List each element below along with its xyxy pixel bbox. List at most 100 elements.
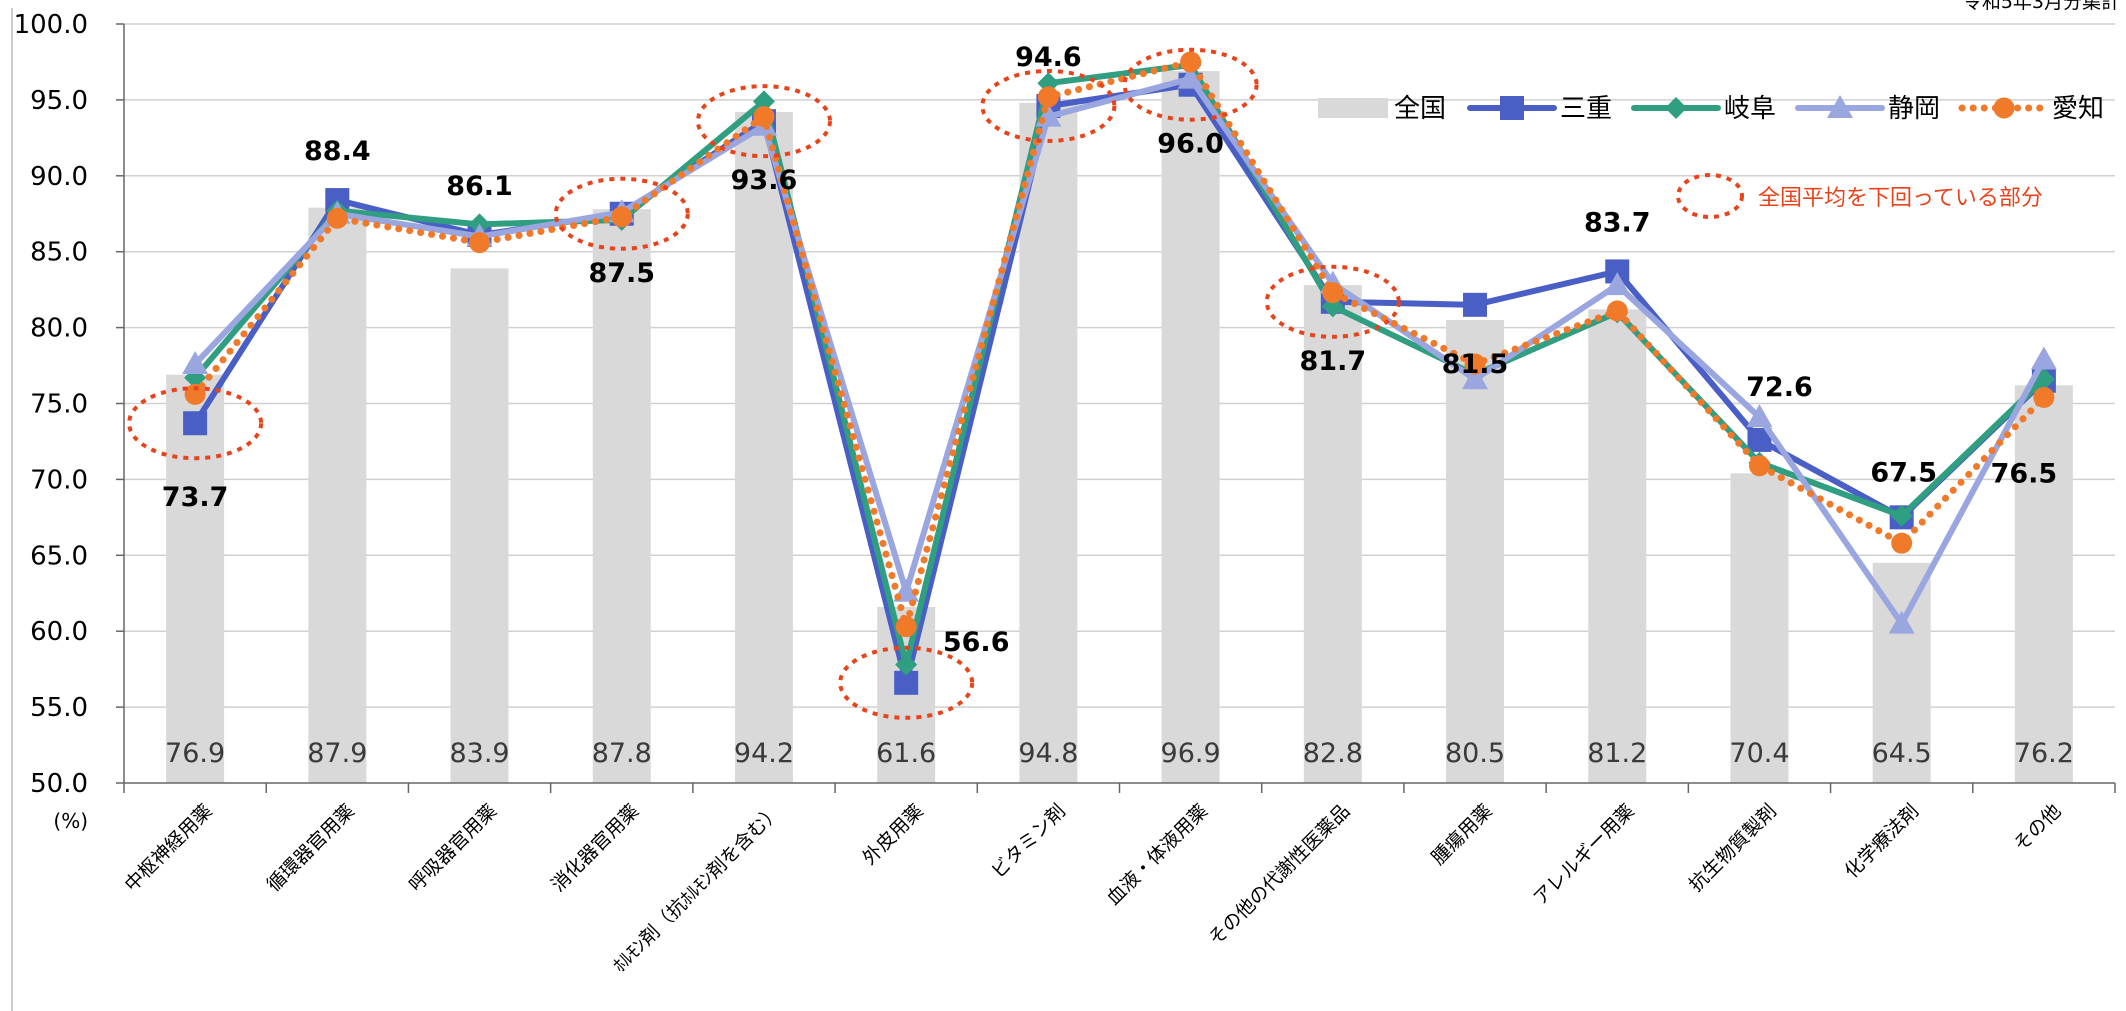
legend-label: 全国 bbox=[1394, 94, 1446, 124]
gridlines bbox=[124, 23, 2115, 708]
bar-national bbox=[592, 209, 651, 784]
bar-value-label: 96.9 bbox=[1161, 738, 1221, 769]
highlight-circles bbox=[127, 47, 1401, 720]
bar-value-label: 61.6 bbox=[876, 738, 936, 769]
point-shizuoka bbox=[1462, 366, 1489, 390]
legend-note-label: 全国平均を下回っている部分 bbox=[1758, 186, 2043, 211]
point-shizuoka bbox=[2030, 346, 2057, 370]
mie-value-label: 83.7 bbox=[1584, 207, 1651, 238]
point-aichi bbox=[1993, 97, 2015, 119]
mie-value-label: 72.6 bbox=[1746, 372, 1813, 403]
point-aichi bbox=[469, 232, 491, 254]
legend-label: 静岡 bbox=[1888, 94, 1940, 124]
point-shizuoka bbox=[1888, 610, 1915, 634]
mie-value-label: 76.5 bbox=[1991, 459, 2058, 490]
bar-national bbox=[308, 207, 367, 784]
point-aichi bbox=[1891, 532, 1913, 554]
point-shizuoka bbox=[182, 351, 209, 375]
x-tick-label: 外皮用薬 bbox=[858, 800, 927, 869]
mie-value-label: 94.6 bbox=[1015, 42, 1082, 73]
bar-national bbox=[1303, 285, 1362, 783]
bar-value-label: 80.5 bbox=[1445, 738, 1505, 769]
point-gifu bbox=[752, 90, 775, 113]
bar-value-label: 87.9 bbox=[307, 738, 367, 769]
mie-value-label: 73.7 bbox=[162, 482, 229, 513]
bar-value-label: 64.5 bbox=[1872, 738, 1932, 769]
point-aichi bbox=[326, 207, 348, 229]
mie-value-label: 81.7 bbox=[1300, 346, 1367, 377]
point-mie bbox=[183, 411, 208, 436]
y-unit-label: (%) bbox=[53, 809, 88, 833]
highlight-circle bbox=[980, 68, 1117, 143]
highlight-circle bbox=[127, 386, 264, 461]
bar-national bbox=[1161, 71, 1220, 784]
bar-value-label: 70.4 bbox=[1729, 738, 1789, 769]
point-gifu bbox=[1665, 97, 1687, 119]
point-aichi bbox=[1180, 51, 1202, 73]
point-aichi bbox=[1606, 300, 1628, 322]
point-shizuoka bbox=[1177, 65, 1204, 89]
x-tick-label: 血液・体液用薬 bbox=[1103, 800, 1213, 910]
x-tick-label: 中枢神経用薬 bbox=[120, 800, 216, 896]
highlight-circle bbox=[695, 84, 832, 159]
point-aichi bbox=[753, 106, 775, 128]
x-tick-label: ﾎﾙﾓﾝ剤（抗ﾎﾙﾓﾝ剤を含む） bbox=[609, 800, 786, 977]
point-aichi bbox=[1322, 282, 1344, 304]
bar-value-label: 83.9 bbox=[449, 738, 509, 769]
bar-national bbox=[1019, 102, 1078, 784]
point-shizuoka bbox=[1827, 95, 1853, 118]
legend-label: 岐阜 bbox=[1724, 94, 1776, 124]
mie-value-label: 81.5 bbox=[1442, 349, 1509, 380]
data-labels: 76.9 87.9 83.9 87.8 94.2 61.6 94.8 96.9 82.8 80.5… bbox=[162, 42, 2074, 769]
x-tick-label: 抗生物質製剤 bbox=[1685, 800, 1781, 896]
y-tick-label: 65.0 bbox=[30, 541, 88, 571]
x-tick-label: 腫瘍用薬 bbox=[1427, 800, 1496, 869]
bar-value-label: 81.2 bbox=[1587, 738, 1647, 769]
legend-label: 三重 bbox=[1560, 94, 1612, 124]
y-tick-label: 75.0 bbox=[30, 390, 88, 420]
point-aichi bbox=[1748, 455, 1770, 477]
national-bars bbox=[166, 71, 2073, 784]
highlight-circle bbox=[553, 176, 690, 251]
x-tick-label: 化学療法剤 bbox=[1840, 800, 1923, 883]
prefecture-lines bbox=[182, 51, 2057, 695]
bar-value-label: 87.8 bbox=[592, 738, 652, 769]
y-tick-label: 55.0 bbox=[30, 693, 88, 723]
point-shizuoka bbox=[1746, 404, 1773, 428]
mie-value-label: 88.4 bbox=[304, 136, 371, 167]
point-gifu bbox=[1890, 504, 1913, 527]
x-tick-label: アレルギー用薬 bbox=[1529, 800, 1639, 910]
bar-value-label: 94.8 bbox=[1018, 738, 1078, 769]
bar-national bbox=[166, 374, 225, 783]
legend-note-circle bbox=[1676, 173, 1744, 219]
bar-national bbox=[450, 268, 509, 783]
line-shizuoka bbox=[192, 75, 2047, 627]
point-aichi bbox=[1464, 353, 1486, 375]
point-mie bbox=[1500, 96, 1524, 120]
x-tick-label: 呼吸器官用薬 bbox=[405, 800, 501, 896]
bar-national bbox=[2014, 385, 2073, 783]
mie-value-label: 86.1 bbox=[446, 171, 513, 202]
bar-national bbox=[1730, 473, 1789, 783]
legend-label: 愛知 bbox=[2052, 94, 2104, 124]
highlight-circle bbox=[1264, 264, 1401, 339]
mie-value-label: 67.5 bbox=[1870, 457, 1937, 488]
y-tick-label: 85.0 bbox=[30, 238, 88, 268]
point-mie bbox=[1463, 292, 1488, 317]
y-tick-label: 90.0 bbox=[30, 162, 88, 192]
bar-value-label: 82.8 bbox=[1303, 738, 1363, 769]
point-aichi bbox=[895, 616, 917, 638]
point-aichi bbox=[1037, 86, 1059, 108]
y-tick-label: 100.0 bbox=[14, 10, 88, 40]
legend-swatch-national bbox=[1318, 98, 1388, 118]
mie-value-label: 93.6 bbox=[731, 165, 798, 196]
point-gifu bbox=[895, 653, 918, 676]
y-tick-label: 70.0 bbox=[30, 465, 88, 495]
bar-value-label: 76.2 bbox=[2014, 738, 2074, 769]
x-tick-label: 消化器官用薬 bbox=[547, 800, 643, 896]
highlight-circle bbox=[838, 645, 975, 720]
y-tick-label: 80.0 bbox=[30, 314, 88, 344]
bar-value-label: 76.9 bbox=[165, 738, 225, 769]
